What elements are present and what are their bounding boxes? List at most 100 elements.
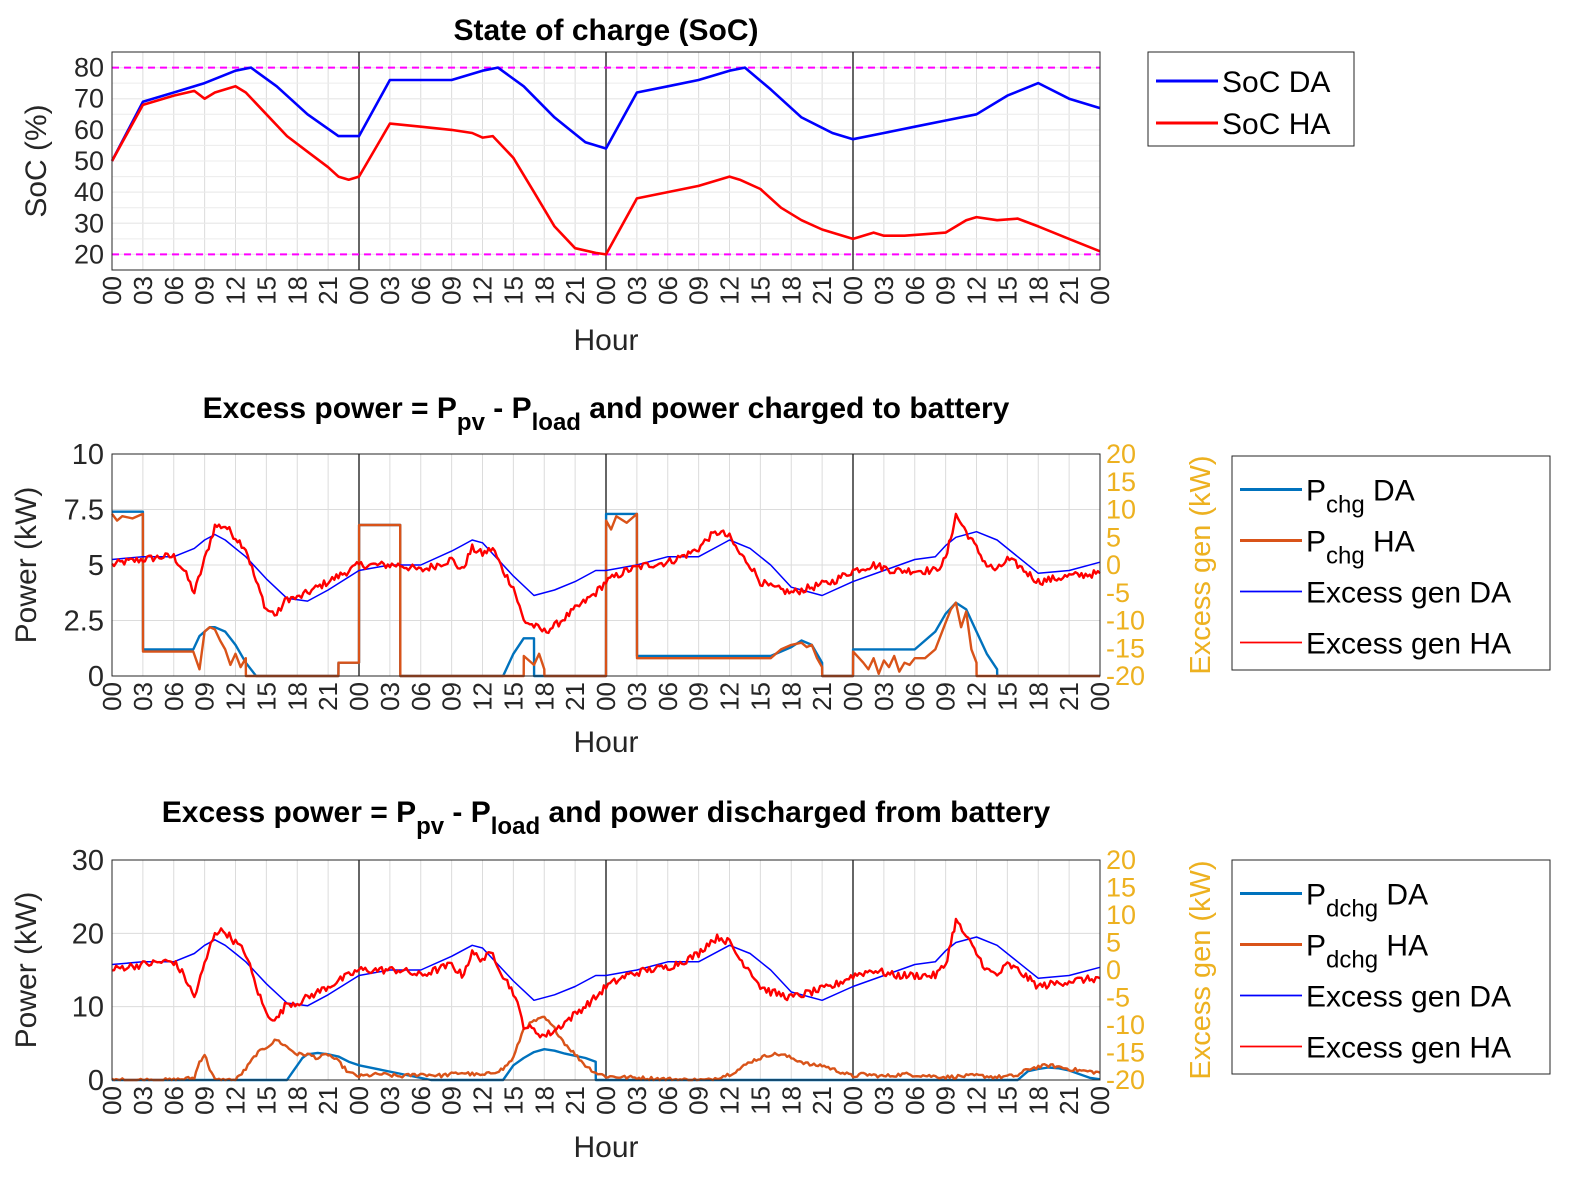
x-tick-label: 09 [931,276,961,305]
y2-axis-label: Excess gen (kW) [1185,455,1217,674]
y-tick-label: 20 [74,239,104,269]
axes-box [111,859,1101,1081]
x-tick-label: 00 [838,682,868,711]
y-tick-label: 20 [72,918,104,950]
x-tick-label: 12 [468,1086,498,1115]
x-tick-label: 06 [653,276,683,305]
x-tick-label: 12 [962,682,992,711]
y-tick-label: 30 [74,208,104,238]
legend-label-suffix: HA [1365,526,1415,559]
x-tick-label: 06 [159,682,189,711]
x-tick-label: 15 [992,276,1022,305]
y-tick-label: 60 [74,115,104,145]
y-tick-label: 2.5 [64,606,104,638]
series-line-3 [111,530,1101,602]
y2-tick-label: 0 [1106,955,1121,985]
x-tick-label: 15 [498,1086,528,1115]
y2-tick-label: 15 [1106,467,1136,497]
x-tick-label: 12 [221,682,251,711]
x-tick-label: 00 [344,682,374,711]
series-line-2 [110,85,1101,256]
y2-tick-label: 10 [1106,495,1136,525]
x-tick-label: 15 [745,682,775,711]
x-tick-label: 12 [221,276,251,305]
y-tick-label: 50 [74,146,104,176]
x-tick-label: 18 [529,682,559,711]
y-tick-label: 30 [72,845,104,877]
x-tick-label: 00 [591,682,621,711]
x-tick-label: 09 [684,276,714,305]
x-tick-label: 00 [591,276,621,305]
y-tick-label: 7.5 [64,495,104,527]
y2-tick-label: -15 [1106,1038,1145,1068]
legend-label-main: P [1306,930,1326,963]
y-tick-label: 5 [88,550,104,582]
y2-axis-label: Excess gen (kW) [1185,860,1217,1079]
x-tick-label: 06 [900,1086,930,1115]
y2-tick-label: -15 [1106,633,1145,663]
x-tick-label: 18 [1023,1086,1053,1115]
x-tick-label: 21 [807,276,837,305]
x-tick-label: 00 [838,1086,868,1115]
x-tick-label: 03 [869,1086,899,1115]
x-tick-label: 12 [962,1086,992,1115]
x-tick-label: 21 [1054,682,1084,711]
x-tick-label: 12 [715,1086,745,1115]
x-tick-label: 12 [468,276,498,305]
x-tick-label: 15 [745,276,775,305]
x-tick-label: 12 [221,1086,251,1115]
x-tick-label: 03 [622,276,652,305]
x-tick-label: 15 [992,682,1022,711]
x-tick-label: 21 [313,682,343,711]
legend-label: Excess gen DA [1306,577,1511,610]
x-tick-label: 18 [1023,276,1053,305]
x-axis-label: Hour [573,726,638,759]
chart-title: State of charge (SoC) [453,14,758,47]
x-tick-label: 15 [992,1086,1022,1115]
legend-label: Pchg HA [1306,526,1415,570]
legend: Pdchg DA Pdchg HA Excess gen DA Excess gen … [1231,859,1551,1075]
x-tick-label: 09 [684,682,714,711]
x-tick-label: 12 [715,276,745,305]
x-tick-label: 00 [1085,1086,1115,1115]
legend-box [1231,859,1551,1075]
legend-label: Excess gen DA [1306,981,1511,1014]
legend-label: Pchg DA [1306,475,1415,519]
x-tick-label: 15 [251,276,281,305]
legend-label-suffix: DA [1378,879,1428,912]
y2-tick-label: 20 [1106,439,1136,469]
chart-panel-3: 00 03 06 09 12 15 18 21 00 03 06 09 12 15 18 21 00 03 06 09… [10,796,1551,1164]
x-tick-label: 03 [869,682,899,711]
legend-label: SoC DA [1222,66,1330,99]
y2-tick-label: -10 [1106,606,1145,636]
title-part: and power discharged from battery [540,796,1050,829]
y2-tick-label: -10 [1106,1010,1145,1040]
x-tick-label: 00 [838,276,868,305]
legend-label: Excess gen HA [1306,1032,1511,1065]
y2-tick-label: 20 [1106,845,1136,875]
y-tick-label: 10 [72,439,104,471]
chart-title: Excess power = Ppv - Pload and power cha… [203,392,1010,436]
x-tick-label: 00 [97,276,127,305]
x-tick-label: 21 [560,682,590,711]
x-tick-label: 09 [931,1086,961,1115]
x-tick-label: 09 [931,682,961,711]
x-tick-label: 06 [900,682,930,711]
x-tick-label: 12 [468,682,498,711]
series-line-4 [111,917,1101,1039]
x-tick-label: 18 [282,682,312,711]
series-line-2 [111,512,1100,678]
series-line-1 [110,66,1101,162]
legend-label: Pdchg HA [1306,930,1428,974]
title-subscript: pv [457,409,486,436]
legend-box [1231,455,1551,671]
x-tick-label: 09 [190,682,220,711]
x-tick-label: 06 [900,276,930,305]
legend-label-subscript: chg [1326,492,1365,519]
legend-label-subscript: dchg [1326,947,1378,974]
x-tick-label: 18 [529,276,559,305]
title-subscript: pv [416,813,445,840]
x-tick-label: 21 [313,1086,343,1115]
x-tick-label: 12 [715,682,745,711]
